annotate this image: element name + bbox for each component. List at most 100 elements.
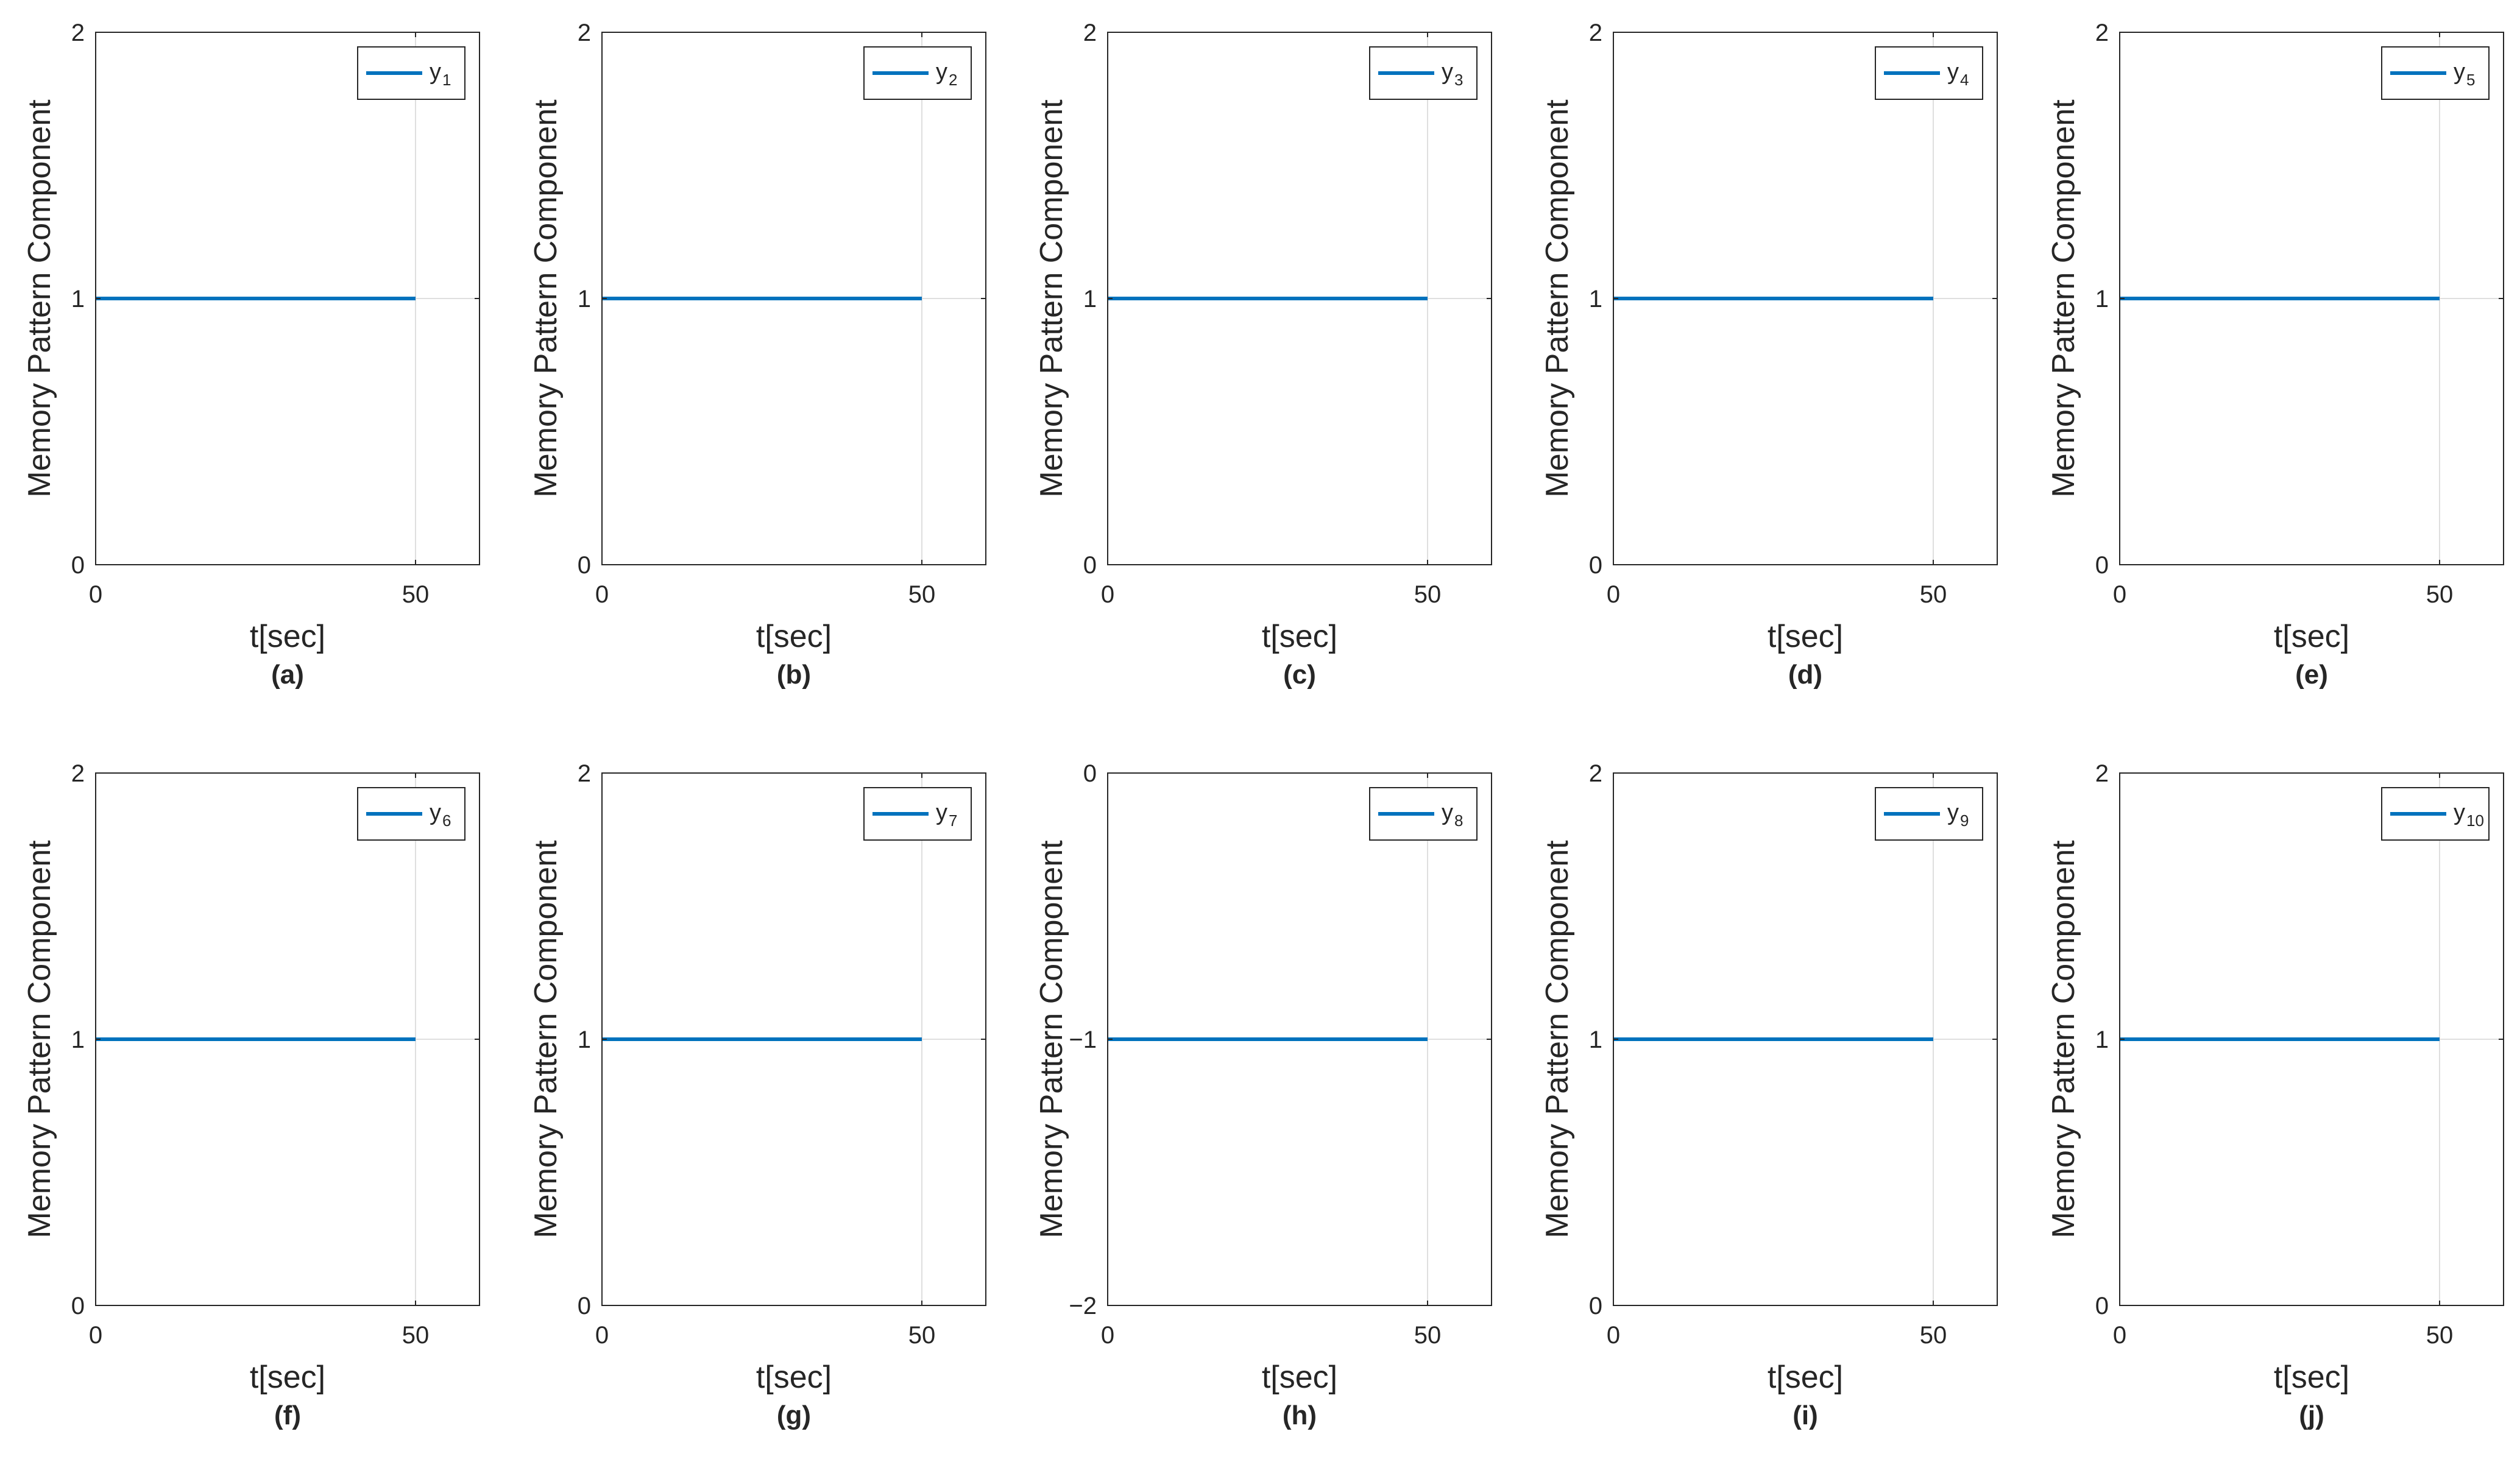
y-tick-label: 1 <box>2095 286 2109 313</box>
x-axis-label: t[sec] <box>2274 1360 2349 1395</box>
panel-caption: (f) <box>274 1400 301 1430</box>
x-tick-label: 50 <box>1414 581 1442 608</box>
y-axis-label: Memory Pattern Component <box>1540 840 1575 1238</box>
x-axis-label: t[sec] <box>1768 1360 1843 1395</box>
legend: y7 <box>863 787 972 841</box>
subplot-a: 0 50 0 1 2 t[sec] Memory Pattern Component (a) y… <box>22 19 480 690</box>
x-axis-label: t[sec] <box>1768 619 1843 654</box>
x-tick-label: 50 <box>402 1322 430 1349</box>
x-tick-label: 0 <box>89 581 102 608</box>
legend: y10 <box>2381 787 2490 841</box>
legend: y9 <box>1875 787 1983 841</box>
panel-caption: (b) <box>777 660 811 690</box>
x-tick-label: 0 <box>2113 581 2126 608</box>
y-tick-label: 1 <box>578 286 591 313</box>
panel-caption: (j) <box>2299 1400 2324 1430</box>
x-tick-label: 0 <box>595 1322 609 1349</box>
y-tick-label: 0 <box>1083 552 1097 579</box>
subplot-i: 0 50 0 1 2 t[sec] Memory Pattern Component (i) y… <box>1540 760 1998 1430</box>
x-axis-label: t[sec] <box>756 619 832 654</box>
y-axis-label: Memory Pattern Component <box>528 99 564 498</box>
y-tick-label: 1 <box>1083 286 1097 313</box>
x-tick-label: 50 <box>2426 581 2454 608</box>
y-tick-label: 0 <box>1589 1293 1602 1319</box>
panel-caption: (g) <box>777 1400 811 1430</box>
subplot-j: 0 50 0 1 2 t[sec] Memory Pattern Component (j) y… <box>2046 760 2504 1430</box>
y-tick-label: 2 <box>578 19 591 46</box>
y-tick-label: 2 <box>2095 760 2109 787</box>
subplot-b: 0 50 0 1 2 t[sec] Memory Pattern Component (b) y… <box>528 19 986 690</box>
subplot-c: 0 50 0 1 2 t[sec] Memory Pattern Component (c) y… <box>1034 19 1492 690</box>
x-tick-label: 50 <box>2426 1322 2454 1349</box>
x-tick-label: 0 <box>1101 1322 1114 1349</box>
y-tick-label: 1 <box>2095 1026 2109 1053</box>
legend-label: y8 <box>1442 800 1463 830</box>
y-axis-label: Memory Pattern Component <box>528 840 564 1238</box>
subplot-f: 0 50 0 1 2 t[sec] Memory Pattern Component (f) y… <box>22 760 480 1430</box>
y-tick-label: 2 <box>1083 19 1097 46</box>
y-tick-label: 2 <box>2095 19 2109 46</box>
panel-caption: (c) <box>1283 660 1316 690</box>
y-axis-label: Memory Pattern Component <box>2046 99 2081 498</box>
x-tick-label: 50 <box>908 581 936 608</box>
panel-caption: (e) <box>2295 660 2328 690</box>
x-tick-label: 0 <box>1607 581 1620 608</box>
y-tick-label: 0 <box>1589 552 1602 579</box>
legend: y8 <box>1369 787 1478 841</box>
x-tick-label: 50 <box>908 1322 936 1349</box>
subplot-e: 0 50 0 1 2 t[sec] Memory Pattern Component (e) y… <box>2046 19 2504 690</box>
panel-caption: (i) <box>1793 1400 1818 1430</box>
y-tick-label: 0 <box>578 1293 591 1319</box>
x-tick-label: 50 <box>1414 1322 1442 1349</box>
legend: y4 <box>1875 46 1983 100</box>
y-tick-label: 2 <box>578 760 591 787</box>
y-tick-label: 2 <box>71 19 85 46</box>
x-axis-label: t[sec] <box>1262 619 1337 654</box>
y-tick-label: 0 <box>578 552 591 579</box>
legend: y6 <box>357 787 465 841</box>
x-axis-label: t[sec] <box>2274 619 2349 654</box>
y-axis-label: Memory Pattern Component <box>1034 99 1069 498</box>
y-tick-label: 0 <box>2095 1293 2109 1319</box>
x-tick-label: 0 <box>595 581 609 608</box>
y-tick-label: −2 <box>1069 1293 1097 1319</box>
y-axis-label: Memory Pattern Component <box>22 840 57 1238</box>
x-tick-label: 0 <box>2113 1322 2126 1349</box>
y-tick-label: 1 <box>71 286 85 313</box>
panel-caption: (h) <box>1283 1400 1317 1430</box>
x-tick-label: 50 <box>1920 1322 1947 1349</box>
legend: y2 <box>863 46 972 100</box>
x-axis-label: t[sec] <box>756 1360 832 1395</box>
y-tick-label: 0 <box>2095 552 2109 579</box>
y-tick-label: 2 <box>1589 760 1602 787</box>
y-tick-label: 2 <box>71 760 85 787</box>
y-axis-label: Memory Pattern Component <box>1540 99 1575 498</box>
y-tick-label: 2 <box>1589 19 1602 46</box>
x-axis-label: t[sec] <box>250 619 325 654</box>
y-tick-label: −1 <box>1069 1026 1097 1053</box>
y-tick-label: 0 <box>71 1293 85 1319</box>
y-axis-label: Memory Pattern Component <box>2046 840 2081 1238</box>
x-tick-label: 0 <box>89 1322 102 1349</box>
y-tick-label: 1 <box>71 1026 85 1053</box>
y-axis-label: Memory Pattern Component <box>22 99 57 498</box>
y-tick-label: 0 <box>1083 760 1097 787</box>
subplot-g: 0 50 0 1 2 t[sec] Memory Pattern Component (g) y… <box>528 760 986 1430</box>
subplot-h: 0 50 −2 −1 0 t[sec] Memory Pattern Component (h… <box>1034 760 1492 1430</box>
legend-label: y7 <box>936 800 957 830</box>
y-tick-label: 1 <box>1589 1026 1602 1053</box>
y-tick-label: 1 <box>1589 286 1602 313</box>
y-tick-label: 1 <box>578 1026 591 1053</box>
x-axis-label: t[sec] <box>1262 1360 1337 1395</box>
x-tick-label: 50 <box>402 581 430 608</box>
x-tick-label: 50 <box>1920 581 1947 608</box>
legend: y3 <box>1369 46 1478 100</box>
y-axis-label: Memory Pattern Component <box>1034 840 1069 1238</box>
x-tick-label: 0 <box>1607 1322 1620 1349</box>
panel-caption: (d) <box>1788 660 1822 690</box>
x-tick-label: 0 <box>1101 581 1114 608</box>
subplot-d: 0 50 0 1 2 t[sec] Memory Pattern Component (d) y… <box>1540 19 1998 690</box>
legend: y5 <box>2381 46 2490 100</box>
legend: y1 <box>357 46 465 100</box>
